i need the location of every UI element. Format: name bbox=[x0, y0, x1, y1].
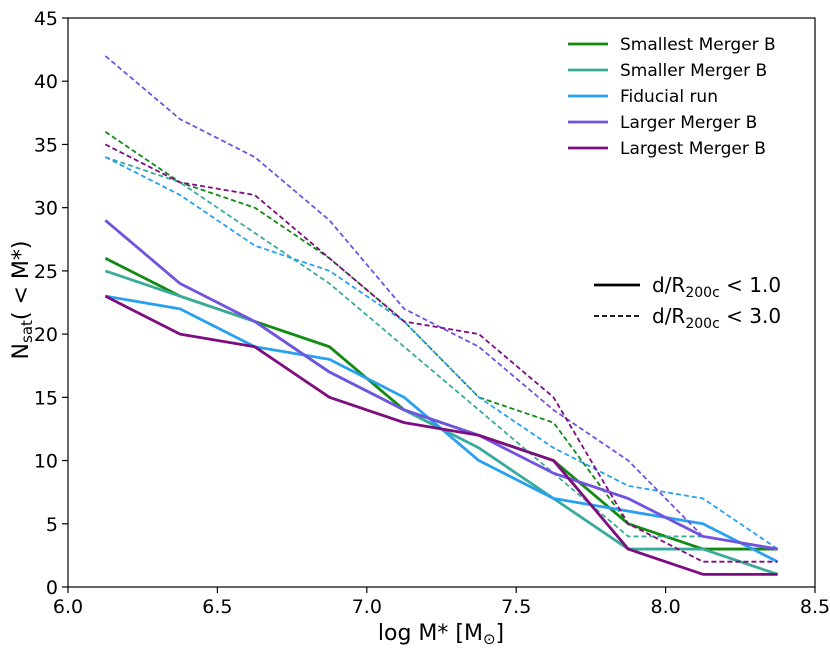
series-line-largest-merger-b-solid bbox=[104, 294, 778, 576]
y-tick-label: 20 bbox=[34, 324, 58, 346]
y-tick-label: 30 bbox=[34, 198, 58, 220]
legend-styles: d/R200c < 1.0 d/R200c < 3.0 bbox=[594, 273, 781, 332]
series-line-larger-merger-b-dashed bbox=[104, 55, 778, 550]
series-lines bbox=[104, 55, 779, 576]
legend-label-fiducial-run: Fiducial run bbox=[620, 87, 718, 107]
y-tick-label: 10 bbox=[34, 451, 58, 473]
series-line-smallest-merger-b-solid bbox=[104, 256, 778, 551]
legend-label-smaller-merger-b: Smaller Merger B bbox=[620, 61, 767, 81]
y-tick-label: 0 bbox=[46, 577, 58, 599]
y-tick-label: 15 bbox=[34, 387, 58, 409]
y-tick-label: 40 bbox=[34, 71, 58, 93]
legend-label-larger-merger-b: Larger Merger B bbox=[620, 113, 757, 133]
series-line-smaller-merger-b-dashed bbox=[105, 156, 778, 550]
legend-series: Smallest Merger B Smaller Merger B Fiducia… bbox=[568, 35, 776, 159]
x-tick-label: 7.0 bbox=[352, 596, 382, 618]
series-line-smallest-merger-b-dashed bbox=[104, 131, 778, 550]
x-tick-label: 6.5 bbox=[202, 596, 232, 618]
series-line-larger-merger-b-solid bbox=[104, 219, 778, 551]
series-line-largest-merger-b-dashed bbox=[104, 143, 778, 563]
x-tick-label: 7.5 bbox=[501, 596, 531, 618]
x-axis-label: log M* [M⊙] bbox=[378, 621, 504, 648]
x-tick-label: 6.0 bbox=[53, 596, 83, 618]
legend-label-largest-merger-b: Largest Merger B bbox=[620, 139, 766, 159]
y-tick-label: 45 bbox=[34, 8, 58, 30]
legend-label-smallest-merger-b: Smallest Merger B bbox=[620, 35, 776, 55]
y-tick-label: 25 bbox=[34, 261, 58, 283]
series-line-fiducial-run-dashed bbox=[104, 156, 779, 550]
y-tick-label: 5 bbox=[46, 514, 58, 536]
y-axis-label: Nsat( < M*) bbox=[9, 241, 36, 360]
y-tick-label: 35 bbox=[34, 134, 58, 156]
plot-frame bbox=[67, 17, 816, 588]
x-tick-label: 8.0 bbox=[650, 596, 680, 618]
legend-style-label-solid: d/R200c < 1.0 bbox=[652, 273, 781, 301]
axis-ticks: 6.0 6.5 7.0 7.5 8.0 8.5 0 5 10 15 20 25 30 35 40 45 bbox=[34, 8, 830, 618]
x-tick-label: 8.5 bbox=[800, 596, 830, 618]
legend-style-label-dashed: d/R200c < 3.0 bbox=[652, 304, 781, 332]
